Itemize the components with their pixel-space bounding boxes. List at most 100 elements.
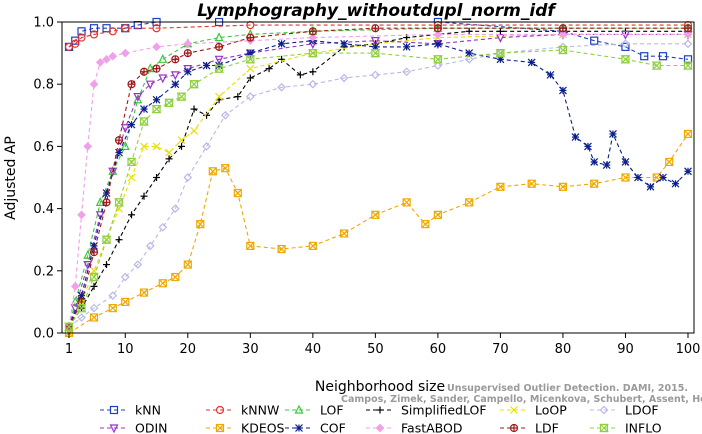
y-tick-label: 0.6 xyxy=(33,140,54,155)
data-point-KDEOS xyxy=(233,188,242,198)
data-point-SimplifiedLOF xyxy=(465,27,473,35)
data-point-kNN xyxy=(640,52,649,61)
data-point-COF xyxy=(277,39,286,48)
data-point-INFLO xyxy=(176,92,187,101)
y-tick-label: 0.8 xyxy=(33,78,54,93)
data-point-COF xyxy=(140,105,148,114)
legend-item-SimplifiedLOF: SimplifiedLOF xyxy=(366,403,487,418)
data-point-LDOF xyxy=(108,291,118,301)
series-line-KDEOS xyxy=(68,133,689,334)
data-point-KDEOS xyxy=(665,157,674,167)
data-point-SimplifiedLOF xyxy=(278,55,286,63)
legend-item-KDEOS: KDEOS xyxy=(206,421,285,434)
data-point-KDEOS xyxy=(371,210,380,219)
data-point-LDF xyxy=(214,42,224,51)
plot-frame xyxy=(61,21,695,334)
data-point-COF xyxy=(621,158,630,166)
data-point-KDEOS xyxy=(558,182,568,191)
data-point-KDEOS xyxy=(196,220,205,229)
data-point-LDOF xyxy=(339,73,349,83)
data-point-INFLO xyxy=(114,198,124,207)
data-point-INFLO xyxy=(151,104,162,114)
y-tick-label: 0.0 xyxy=(33,327,54,342)
data-point-LOF xyxy=(145,63,155,73)
data-point-LDOF xyxy=(621,39,630,49)
data-point-INFLO xyxy=(76,304,87,313)
series-line-SimplifiedLOF xyxy=(68,30,688,328)
legend-item-LDF: LDF xyxy=(500,421,559,434)
data-point-SimplifiedLOF xyxy=(203,111,211,119)
data-point-LDF xyxy=(683,24,693,33)
data-point-COF xyxy=(127,120,136,129)
data-point-LDOF xyxy=(371,70,380,80)
data-point-KDEOS xyxy=(108,304,117,313)
data-point-LDOF xyxy=(183,173,193,182)
series-line-LDOF xyxy=(68,43,688,328)
data-point-LDF xyxy=(558,24,568,33)
data-point-ODIN xyxy=(95,211,105,221)
data-point-kNN xyxy=(89,24,99,33)
legend-item-INFLO: INFLO xyxy=(590,421,662,434)
data-point-SimplifiedLOF xyxy=(140,192,148,200)
series-line-ODIN xyxy=(68,33,688,327)
data-point-ODIN xyxy=(158,74,168,84)
x-tick-label: 50 xyxy=(367,342,384,357)
data-point-LDOF xyxy=(120,272,130,282)
data-point-KDEOS xyxy=(421,220,430,229)
data-point-LDOF xyxy=(202,142,211,151)
data-point-KDEOS xyxy=(158,279,167,288)
legend-item-kNNW: kNNW xyxy=(206,403,279,418)
legend-label: ODIN xyxy=(135,421,168,434)
legend-label: kNNW xyxy=(241,403,279,418)
data-point-FastABOD xyxy=(108,51,118,61)
credit-line-1: Unsupervised Outlier Detection. DAMI, 20… xyxy=(447,383,688,394)
data-point-COF xyxy=(609,130,617,138)
legend-item-COF: COF xyxy=(285,421,346,434)
data-point-LoOP xyxy=(246,64,255,73)
data-point-LDOF xyxy=(158,222,168,232)
legend-marker-kNN xyxy=(109,405,119,415)
chart-title: Lymphography_withoutdupl_norm_idf xyxy=(197,1,557,21)
data-point-INFLO xyxy=(89,272,99,282)
data-point-KDEOS xyxy=(402,198,411,207)
data-point-SimplifiedLOF xyxy=(128,211,136,219)
y-tick-label: 1.0 xyxy=(33,16,54,31)
data-point-LDOF xyxy=(433,61,443,70)
data-point-kNN xyxy=(658,52,668,61)
data-point-LDF xyxy=(371,24,380,33)
data-point-FastABOD xyxy=(433,30,443,39)
data-point-COF xyxy=(402,42,411,51)
legend-marker-LDOF xyxy=(599,405,609,415)
data-point-kNNW xyxy=(77,33,86,42)
legend-label: kNN xyxy=(135,403,161,418)
data-point-LOF xyxy=(95,197,105,206)
data-point-FastABOD xyxy=(83,142,93,151)
legend-marker-KDEOS xyxy=(215,423,225,433)
series-COF xyxy=(65,36,692,331)
data-point-COF xyxy=(546,70,555,79)
data-point-INFLO xyxy=(558,45,568,55)
data-point-ODIN xyxy=(183,65,193,74)
data-point-kNN xyxy=(590,36,599,45)
data-point-COF xyxy=(571,133,580,141)
data-point-COF xyxy=(634,173,642,182)
data-point-LDOF xyxy=(220,110,230,120)
data-point-kNN xyxy=(683,55,693,64)
data-point-SimplifiedLOF xyxy=(178,142,186,150)
data-point-LoOP xyxy=(152,142,161,151)
data-point-LoOP xyxy=(127,173,136,182)
data-point-LDF xyxy=(246,33,255,42)
legend-label: KDEOS xyxy=(241,421,285,434)
data-point-SimplifiedLOF xyxy=(265,65,273,73)
legend-marker-FastABOD xyxy=(375,423,385,433)
data-point-ODIN xyxy=(170,71,180,81)
data-point-INFLO xyxy=(64,322,74,331)
data-point-FastABOD xyxy=(120,48,130,58)
x-tick-label: 70 xyxy=(492,342,509,357)
x-tick-label: 60 xyxy=(430,342,447,357)
data-point-SimplifiedLOF xyxy=(153,174,161,181)
legend-marker-LoOP xyxy=(510,406,518,414)
data-point-KDEOS xyxy=(590,179,599,188)
legend-item-ODIN: ODIN xyxy=(100,421,168,434)
